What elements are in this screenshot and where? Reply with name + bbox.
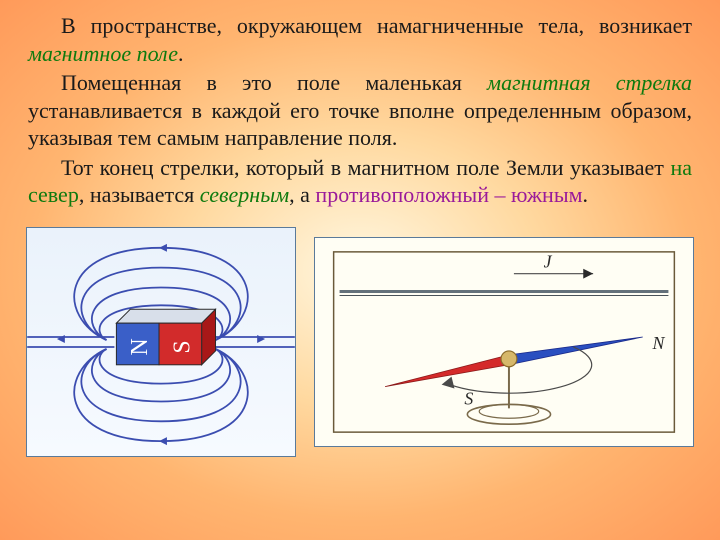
bar-magnet: N S xyxy=(116,309,215,365)
north-label: N xyxy=(652,332,666,352)
p3-text-g: . xyxy=(583,182,589,207)
p2-text-c: устанавливается в каждой его точке вполн… xyxy=(28,98,692,151)
compass-needle xyxy=(385,337,643,387)
p2-term: магнитная стрелка xyxy=(487,70,692,95)
p1-term: магнитное поле xyxy=(28,41,178,66)
p3-text-c: , называется xyxy=(79,182,200,207)
current-label: J xyxy=(544,251,553,271)
figures-row: N S J S N xyxy=(0,219,720,457)
p3-text-a: Тот конец стрелки, который в магнитном п… xyxy=(61,155,670,180)
p2-text-a: Помещенная в это поле маленькая xyxy=(61,70,487,95)
magnet-s-label: S xyxy=(170,340,196,353)
paragraph-2: Помещенная в это поле маленькая магнитна… xyxy=(28,69,692,152)
figure-compass-current: J S N xyxy=(314,237,694,447)
south-label: S xyxy=(464,388,473,408)
paragraph-3: Тот конец стрелки, который в магнитном п… xyxy=(28,154,692,209)
p1-text-a: В пространстве, окружающем намагниченные… xyxy=(61,13,692,38)
text-block: В пространстве, окружающем намагниченные… xyxy=(0,0,720,219)
p3-north-term: северным xyxy=(200,182,289,207)
p1-text-c: . xyxy=(178,41,184,66)
paragraph-1: В пространстве, окружающем намагниченные… xyxy=(28,12,692,67)
magnet-n-label: N xyxy=(127,338,153,355)
p3-south-term: противоположный – южным xyxy=(315,182,582,207)
figure-magnet-field: N S xyxy=(26,227,296,457)
p3-text-e: , а xyxy=(289,182,315,207)
